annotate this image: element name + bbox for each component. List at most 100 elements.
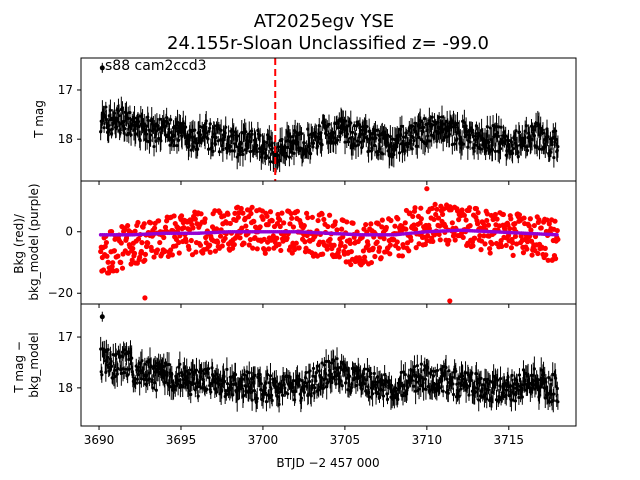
data-point <box>510 151 515 155</box>
data-point <box>412 384 416 388</box>
middle-ylabel-line2: bkg_model (purple) <box>27 183 41 300</box>
bkg-point <box>459 207 465 213</box>
data-point <box>207 376 211 380</box>
bkg-point <box>304 210 310 216</box>
data-point <box>283 386 287 390</box>
data-point <box>474 372 479 376</box>
bkg-point <box>543 252 549 258</box>
data-point <box>252 389 257 393</box>
data-point <box>183 125 188 129</box>
bkg-point <box>387 251 393 257</box>
data-point <box>411 124 415 128</box>
bkg-point <box>139 240 145 246</box>
data-point <box>210 366 214 370</box>
data-point <box>426 134 430 138</box>
bkg-point <box>186 246 192 252</box>
data-point <box>123 127 127 131</box>
data-point <box>255 399 259 404</box>
bkg-point <box>198 211 204 217</box>
data-point <box>517 373 522 377</box>
bkg-point <box>411 222 417 228</box>
data-point <box>270 141 274 145</box>
data-point <box>105 363 109 367</box>
data-point <box>305 381 309 385</box>
data-point <box>459 387 463 391</box>
data-point <box>206 367 211 371</box>
bkg-point <box>131 250 138 256</box>
bkg-point <box>538 225 544 231</box>
data-point <box>366 385 370 389</box>
data-point <box>404 131 409 135</box>
bkg-point <box>512 233 519 240</box>
bkg-point <box>527 216 533 222</box>
data-point <box>411 135 415 140</box>
data-point <box>499 125 503 129</box>
data-point <box>123 348 127 352</box>
bkg-point <box>207 242 213 248</box>
bkg-point <box>213 226 220 232</box>
data-point <box>126 373 130 377</box>
data-point <box>504 393 508 397</box>
bkg-point <box>221 213 227 219</box>
data-point <box>322 120 326 124</box>
bkg-point <box>526 223 532 229</box>
data-point <box>375 375 379 379</box>
outlier-point <box>99 314 105 320</box>
bkg-point <box>278 247 284 254</box>
bkg-point <box>319 211 325 217</box>
data-point <box>131 373 135 377</box>
data-point <box>263 386 267 390</box>
data-point <box>268 374 273 378</box>
bkg-point <box>238 205 244 212</box>
data-point <box>405 385 410 390</box>
data-point <box>292 398 297 402</box>
bkg-point <box>183 239 189 245</box>
bkg-point <box>449 220 455 226</box>
bkg-point <box>237 235 243 241</box>
data-point <box>247 371 251 375</box>
data-point <box>139 377 143 381</box>
bkg-point <box>275 211 281 218</box>
data-point <box>376 149 380 154</box>
bkg-point <box>503 242 509 249</box>
data-point <box>348 374 352 378</box>
data-point <box>517 395 521 400</box>
data-point <box>152 144 156 149</box>
data-point <box>112 111 117 115</box>
data-point <box>264 154 269 158</box>
data-point <box>136 120 141 124</box>
bkg-point <box>434 206 440 212</box>
bkg-point <box>344 219 350 225</box>
data-point <box>174 126 178 130</box>
data-point <box>421 381 425 385</box>
data-point <box>104 117 109 121</box>
bkg-point <box>383 224 389 231</box>
data-point <box>463 371 468 375</box>
bkg-point <box>482 241 488 247</box>
data-point <box>270 393 274 397</box>
data-point <box>401 370 406 374</box>
data-point <box>241 393 246 398</box>
bkg-point <box>102 243 108 250</box>
data-point <box>526 373 530 377</box>
data-point <box>501 391 505 395</box>
data-point <box>532 367 536 371</box>
data-point <box>313 386 317 390</box>
data-point <box>255 143 259 148</box>
data-point <box>513 399 518 403</box>
data-point <box>109 132 114 136</box>
bkg-point <box>361 254 368 260</box>
data-point <box>162 364 166 369</box>
bkg-point <box>151 254 157 260</box>
data-point <box>287 155 292 159</box>
bkg-point <box>347 240 353 247</box>
bkg-point <box>215 239 221 245</box>
data-point <box>270 398 274 403</box>
data-point <box>552 392 556 396</box>
data-point <box>337 126 341 130</box>
bkg-point <box>100 267 107 273</box>
data-point <box>214 135 218 140</box>
bkg-point <box>149 247 155 254</box>
data-point <box>231 133 235 137</box>
data-point <box>295 374 300 378</box>
